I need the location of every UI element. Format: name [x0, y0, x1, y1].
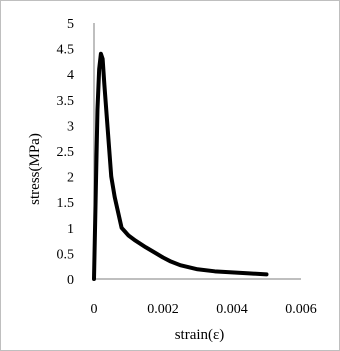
x-tick-label: 0.004 — [216, 302, 248, 317]
y-tick-label: 3 — [67, 119, 74, 134]
y-tick-label: 4 — [67, 68, 74, 83]
x-tick-label: 0.002 — [147, 302, 179, 317]
series-line — [92, 51, 269, 281]
y-tick-label: 1 — [67, 222, 74, 237]
x-tick-label: 0 — [91, 302, 98, 317]
y-tick-label: 5 — [67, 17, 74, 32]
y-tick-label: 0.5 — [57, 247, 75, 262]
x-axis-title: strain(ε) — [175, 327, 225, 343]
y-axis-ticks: 0 0.5 1 1.5 2 2.5 3 3.5 4 4.5 5 — [57, 17, 75, 288]
y-tick-label: 2 — [67, 171, 74, 186]
x-axis-ticks: 0 0.002 0.004 0.006 — [91, 302, 317, 317]
y-axis-title: stress(MPa) — [27, 133, 43, 205]
y-tick-label: 3.5 — [57, 94, 75, 109]
y-tick-label: 2.5 — [57, 145, 75, 160]
y-tick-label: 4.5 — [57, 43, 75, 58]
x-tick-label: 0.006 — [285, 302, 317, 317]
y-tick-label: 0 — [67, 273, 74, 288]
y-tick-label: 1.5 — [57, 196, 75, 211]
